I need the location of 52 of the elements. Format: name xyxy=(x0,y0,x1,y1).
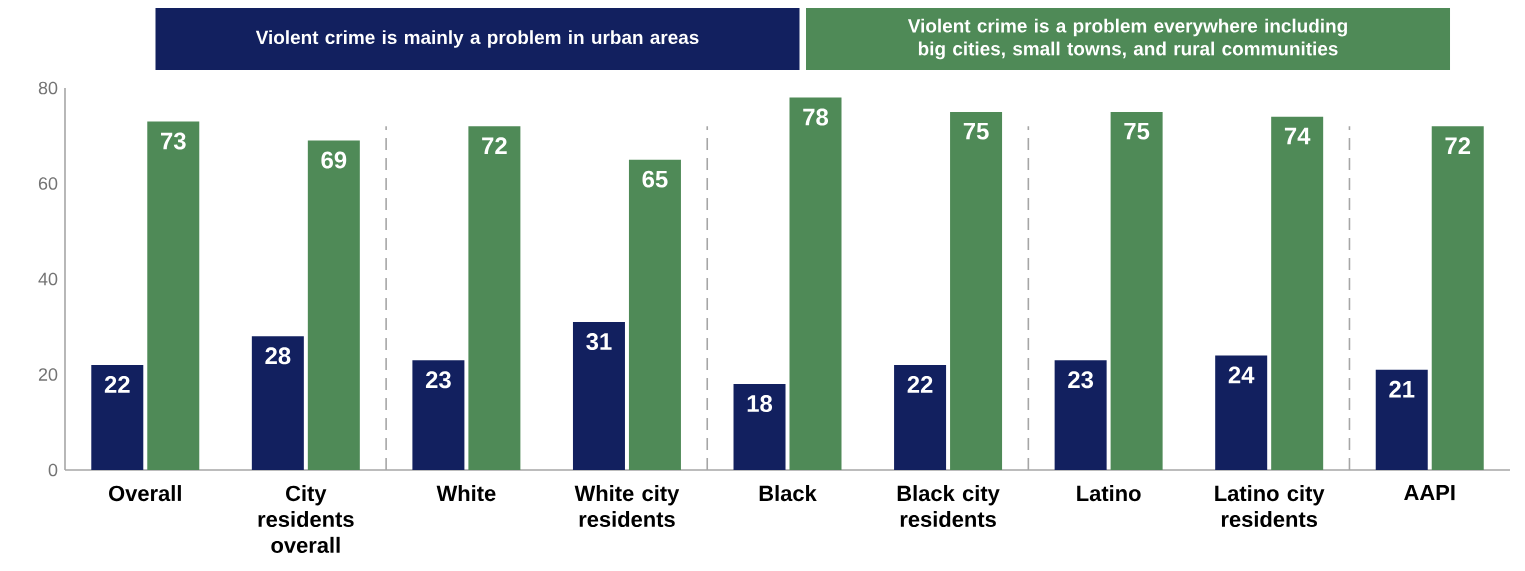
bar xyxy=(1054,360,1107,470)
data-label: 72 xyxy=(1445,137,1471,154)
bar xyxy=(1110,111,1163,470)
bar xyxy=(91,364,144,470)
text: Violent crime is a problem everywhere including big cities, small towns, and rural communities xyxy=(907,18,1347,60)
y-tick-label: 20 xyxy=(38,368,58,381)
data-label: 23 xyxy=(425,371,451,389)
data-label: 21 xyxy=(1389,380,1415,398)
bar xyxy=(147,121,200,470)
x-tick-label: Latino xyxy=(1077,485,1141,502)
data-label: 75 xyxy=(963,122,989,140)
data-label: 18 xyxy=(747,395,773,412)
data-label: 74 xyxy=(1284,127,1311,145)
bar xyxy=(251,336,304,470)
y-tick-label: 0 xyxy=(48,463,58,477)
text: Violent crime is mainly a problem in urban areas xyxy=(255,30,699,48)
x-tick-label: Overall xyxy=(109,485,181,502)
y-tick-label: 40 xyxy=(38,272,58,286)
bar xyxy=(950,111,1003,470)
data-label: 75 xyxy=(1124,122,1150,140)
bar xyxy=(894,364,947,470)
x-tick-label: Latino city residents xyxy=(1215,485,1325,528)
data-label: 72 xyxy=(482,137,507,154)
data-label: 73 xyxy=(161,132,186,150)
bar xyxy=(1431,126,1484,470)
data-label: 31 xyxy=(586,333,612,350)
bar xyxy=(307,140,360,470)
data-label: 23 xyxy=(1068,371,1094,389)
data-label: 24 xyxy=(1228,366,1255,384)
x-tick-label: White city residents xyxy=(574,485,680,528)
bar xyxy=(572,321,625,470)
data-label: 22 xyxy=(104,376,130,393)
bar xyxy=(412,360,465,470)
x-tick-label: Black city residents xyxy=(897,485,1000,528)
bar xyxy=(1215,355,1268,470)
bar xyxy=(733,384,786,470)
x-tick-label: City residents overall xyxy=(258,485,354,553)
data-label: 22 xyxy=(907,376,933,393)
x-tick-label: AAPI xyxy=(1404,485,1455,501)
data-label: 28 xyxy=(265,347,291,365)
bar xyxy=(468,126,521,470)
data-label: 69 xyxy=(321,151,347,169)
x-tick-label: Black xyxy=(759,485,817,502)
data-label: 65 xyxy=(642,170,668,188)
data-label: 78 xyxy=(803,108,829,126)
bar xyxy=(1375,369,1428,470)
y-tick-label: 60 xyxy=(38,177,58,190)
y-tick-label: 80 xyxy=(38,81,58,95)
bar xyxy=(628,159,681,470)
x-tick-label: White xyxy=(436,485,496,502)
bar xyxy=(789,97,842,470)
bar xyxy=(1271,116,1324,470)
